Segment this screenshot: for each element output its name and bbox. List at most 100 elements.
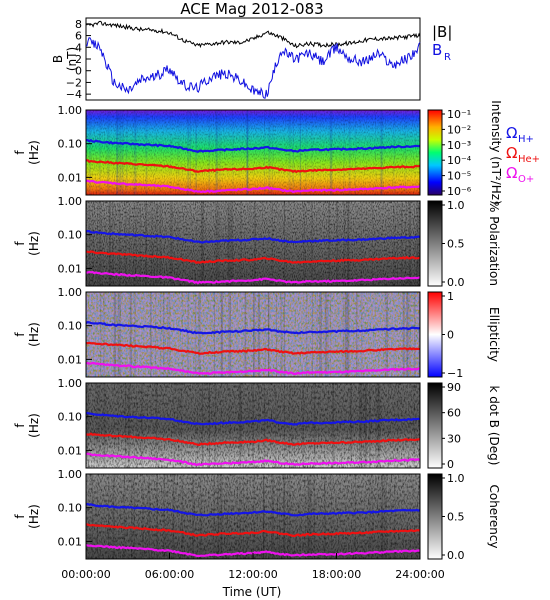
- panel-kdotb-stripe: [197, 383, 198, 468]
- panel-coherency-stripe: [299, 474, 301, 559]
- panel-ellipticity-stripe: [103, 292, 106, 377]
- panel-kdotb-stripe: [365, 383, 367, 468]
- panel-polarization-stripe: [133, 201, 135, 286]
- panel-ellipticity-frame: [85, 291, 421, 378]
- panel-coherency-stripe: [112, 474, 115, 559]
- panel-kdotb-stripe: [362, 383, 364, 468]
- panel-polarization-colorbar: [427, 200, 443, 287]
- panel-polarization-stripe: [228, 201, 230, 286]
- panel-intensity-stripe: [404, 110, 407, 195]
- panel-kdotb-stripe: [263, 383, 266, 468]
- legend-omega-h: Ω: [506, 124, 517, 142]
- panel-intensity-stripe: [170, 110, 172, 195]
- cyclotron-line-h-plus: [85, 230, 421, 244]
- panel-polarization-stripe: [283, 201, 286, 286]
- panel-kdotb-stripe: [207, 383, 209, 468]
- panel-kdotb-stripe: [239, 383, 242, 468]
- panel-intensity-stripe: [187, 110, 189, 195]
- panel-coherency-stripe: [131, 474, 133, 559]
- panel-b-lines: [85, 20, 421, 99]
- panel-coherency-stripe: [313, 474, 316, 559]
- panel-ellipticity-stripe: [229, 292, 231, 377]
- panel-intensity-stripe: [119, 110, 121, 195]
- panel-polarization-stripe: [343, 201, 345, 286]
- panel-ellipticity-stripe: [418, 292, 421, 377]
- panel-polarization-stripe: [262, 201, 264, 286]
- panel-polarization-stripe: [88, 201, 91, 286]
- panel-coherency-stripe: [148, 474, 150, 559]
- panel-polarization-stripe: [348, 201, 350, 286]
- panel-kdotb-stripe: [208, 383, 210, 468]
- panel-polarization-stripe: [271, 201, 274, 286]
- panel-ellipticity-ylabel: f: [13, 332, 27, 337]
- panel-ellipticity-stripe: [356, 292, 357, 377]
- panel-polarization-yunit: (Hz): [27, 231, 41, 256]
- panel-ellipticity-colorbar-label: Ellipticity: [487, 307, 501, 362]
- panel-kdotb-stripe: [332, 383, 335, 468]
- panel-b-tick-label: −4: [66, 88, 82, 101]
- panel-intensity-stripe: [219, 110, 222, 195]
- panel-intensity-tick-label: 0.01: [58, 171, 83, 184]
- panel-polarization-stripe: [145, 201, 148, 286]
- panel-polarization-tick-label: 0.10: [58, 229, 83, 242]
- panel-ellipticity-stripe: [264, 292, 266, 377]
- panel-intensity-colorbar-label: Intensity (nT²/Hz): [489, 100, 503, 205]
- panel-intensity-stripe: [382, 110, 384, 195]
- panel-ellipticity-tick-label: 1.00: [58, 286, 83, 299]
- panel-polarization-stripe: [401, 201, 403, 286]
- panel-kdotb-stripe: [86, 383, 89, 468]
- panel-polarization-stripe: [405, 201, 407, 286]
- series-line-radial: [85, 37, 421, 99]
- panel-coherency-colorbar: [427, 473, 443, 560]
- cyclotron-line-he-plus: [85, 341, 421, 355]
- panel-ellipticity-stripe: [347, 292, 350, 377]
- panel-polarization-cbar-tick-label: 0.5: [447, 238, 465, 251]
- panel-coherency-stripe: [282, 474, 285, 559]
- legend-radial-sub: R: [444, 52, 451, 63]
- panel-intensity-stripe: [288, 110, 291, 195]
- panel-intensity-frame: [85, 109, 421, 196]
- panel-polarization-stripe: [150, 201, 153, 286]
- panel-intensity-cbar-tick-label: 10⁻⁵: [447, 170, 471, 183]
- panel-ellipticity-stripe: [213, 292, 215, 377]
- cyclotron-line-o-plus: [86, 270, 421, 285]
- panel-polarization-stripe: [347, 201, 350, 286]
- panel-ellipticity: 1.00 0.10 0.01 f (Hz) 1 0 −1 Ellipticity: [13, 286, 501, 380]
- panel-polarization-stripe: [153, 201, 154, 286]
- panel-ellipticity-stripe: [361, 292, 363, 377]
- panel-b-tick-label: −2: [66, 76, 82, 89]
- panel-ellipticity-stripe: [130, 292, 132, 377]
- panel-ellipticity-stripe: [414, 292, 416, 377]
- panel-intensity-stripe: [121, 110, 123, 195]
- panel-b-tick-label: 4: [75, 41, 82, 54]
- panel-kdotb-stripe: [368, 383, 371, 468]
- panel-kdotb-frame: [85, 382, 421, 469]
- panel-polarization-stripe: [201, 201, 203, 286]
- panel-intensity-stripe: [299, 110, 301, 195]
- panel-intensity-stripe: [135, 110, 138, 195]
- legend-magnitude: |B|: [432, 23, 452, 41]
- panel-ellipticity-stripe: [194, 292, 197, 377]
- panel-coherency-stripe: [308, 474, 311, 559]
- panel-coherency-stripe: [192, 474, 195, 559]
- x-tick-label: 06:00:00: [145, 568, 194, 581]
- panel-kdotb-stripe: [413, 383, 415, 468]
- panel-ellipticity-stripe: [198, 292, 201, 377]
- panel-kdotb-stripe: [351, 383, 352, 468]
- panel-ellipticity-stripe: [228, 292, 231, 377]
- panel-coherency-stripe: [379, 474, 382, 559]
- panel-coherency-stripe: [272, 474, 274, 559]
- panel-polarization-stripe: [215, 201, 217, 286]
- panel-ellipticity-stripe: [253, 292, 256, 377]
- panel-intensity-cbar-tick-label: 10⁻¹: [447, 108, 471, 121]
- x-tick-label: 00:00:00: [61, 568, 110, 581]
- panel-intensity-stripe: [89, 110, 91, 195]
- panel-coherency-stripe: [279, 474, 281, 559]
- panel-kdotb-stripe: [248, 383, 250, 468]
- panel-polarization-stripe: [414, 201, 416, 286]
- panel-intensity-stripe: [375, 110, 376, 195]
- panel-intensity-stripe: [154, 110, 156, 195]
- panel-ellipticity-stripe: [408, 292, 411, 377]
- panel-coherency-stripe: [156, 474, 158, 559]
